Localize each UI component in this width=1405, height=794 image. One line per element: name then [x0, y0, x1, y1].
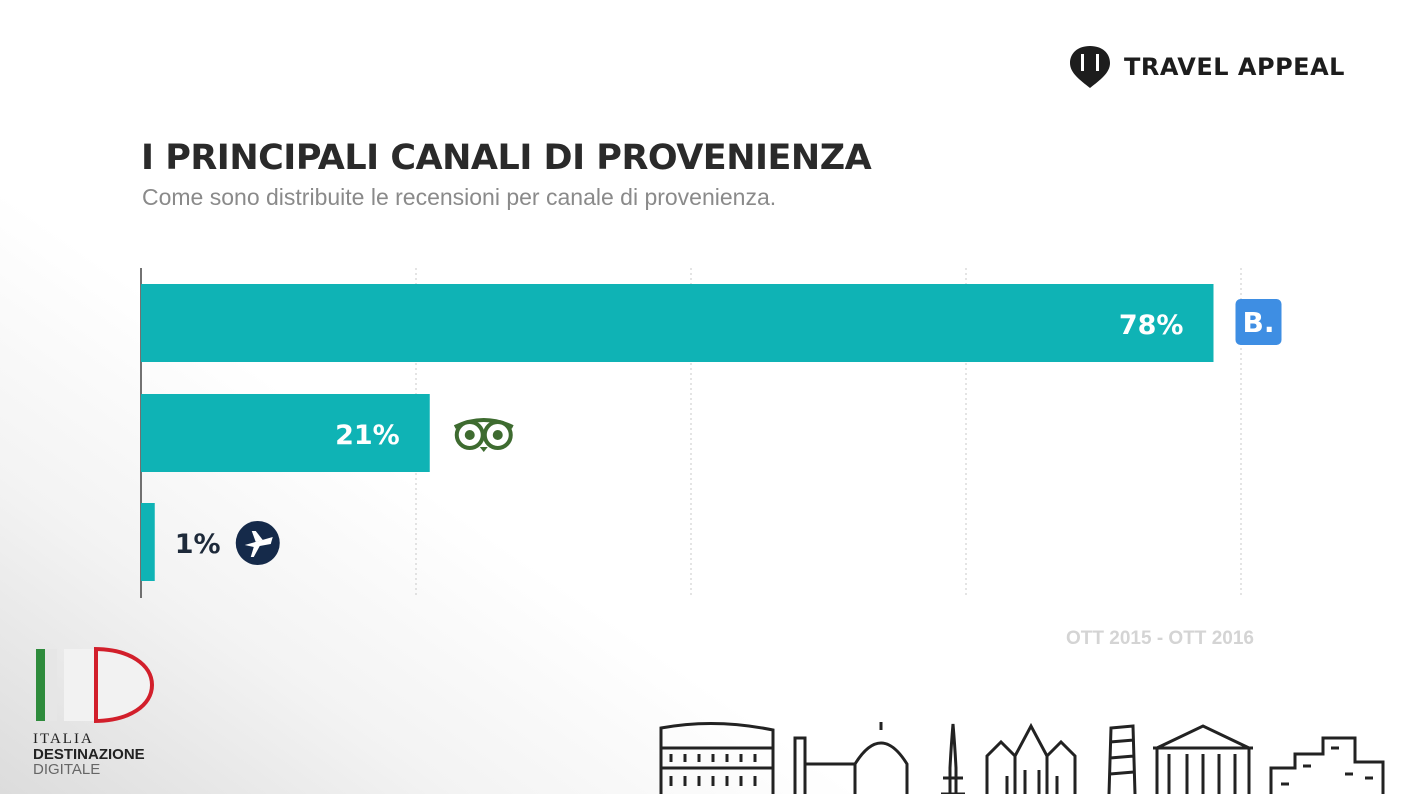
map-pin-icon — [1070, 46, 1110, 88]
italian-skyline-illustration — [659, 721, 1385, 794]
booking-logo-icon: B. — [1235, 299, 1282, 345]
footer-logo-line1: ITALIA — [33, 731, 94, 747]
travel-appeal-brand: TRAVEL APPEAL — [1068, 44, 1345, 90]
data-label-2: 1% — [175, 529, 221, 560]
tripadvisor-owl-icon — [453, 418, 514, 452]
data-label-1: 21% — [335, 420, 400, 451]
chart-subtitle: Come sono distribuite le recensioni per … — [142, 184, 777, 210]
bar-2 — [141, 503, 155, 581]
footer-logo-line3: DIGITALE — [33, 761, 101, 778]
data-label-0: 78% — [1119, 310, 1184, 341]
svg-text:B.: B. — [1243, 306, 1275, 339]
italia-destinazione-digitale-logo — [36, 647, 155, 723]
expedia-plane-icon — [235, 521, 280, 565]
chart-title: I PRINCIPALI CANALI DI PROVENIENZA — [141, 138, 872, 178]
bar-1 — [141, 394, 430, 472]
footer-logo-line2: DESTINAZIONE — [33, 746, 145, 763]
brand-name: TRAVEL APPEAL — [1124, 53, 1345, 81]
footer-logo-text: ITALIA DESTINAZIONE DIGITALE — [33, 731, 145, 778]
bar-0 — [141, 284, 1214, 362]
period-label: OTT 2015 - OTT 2016 — [1066, 628, 1254, 649]
